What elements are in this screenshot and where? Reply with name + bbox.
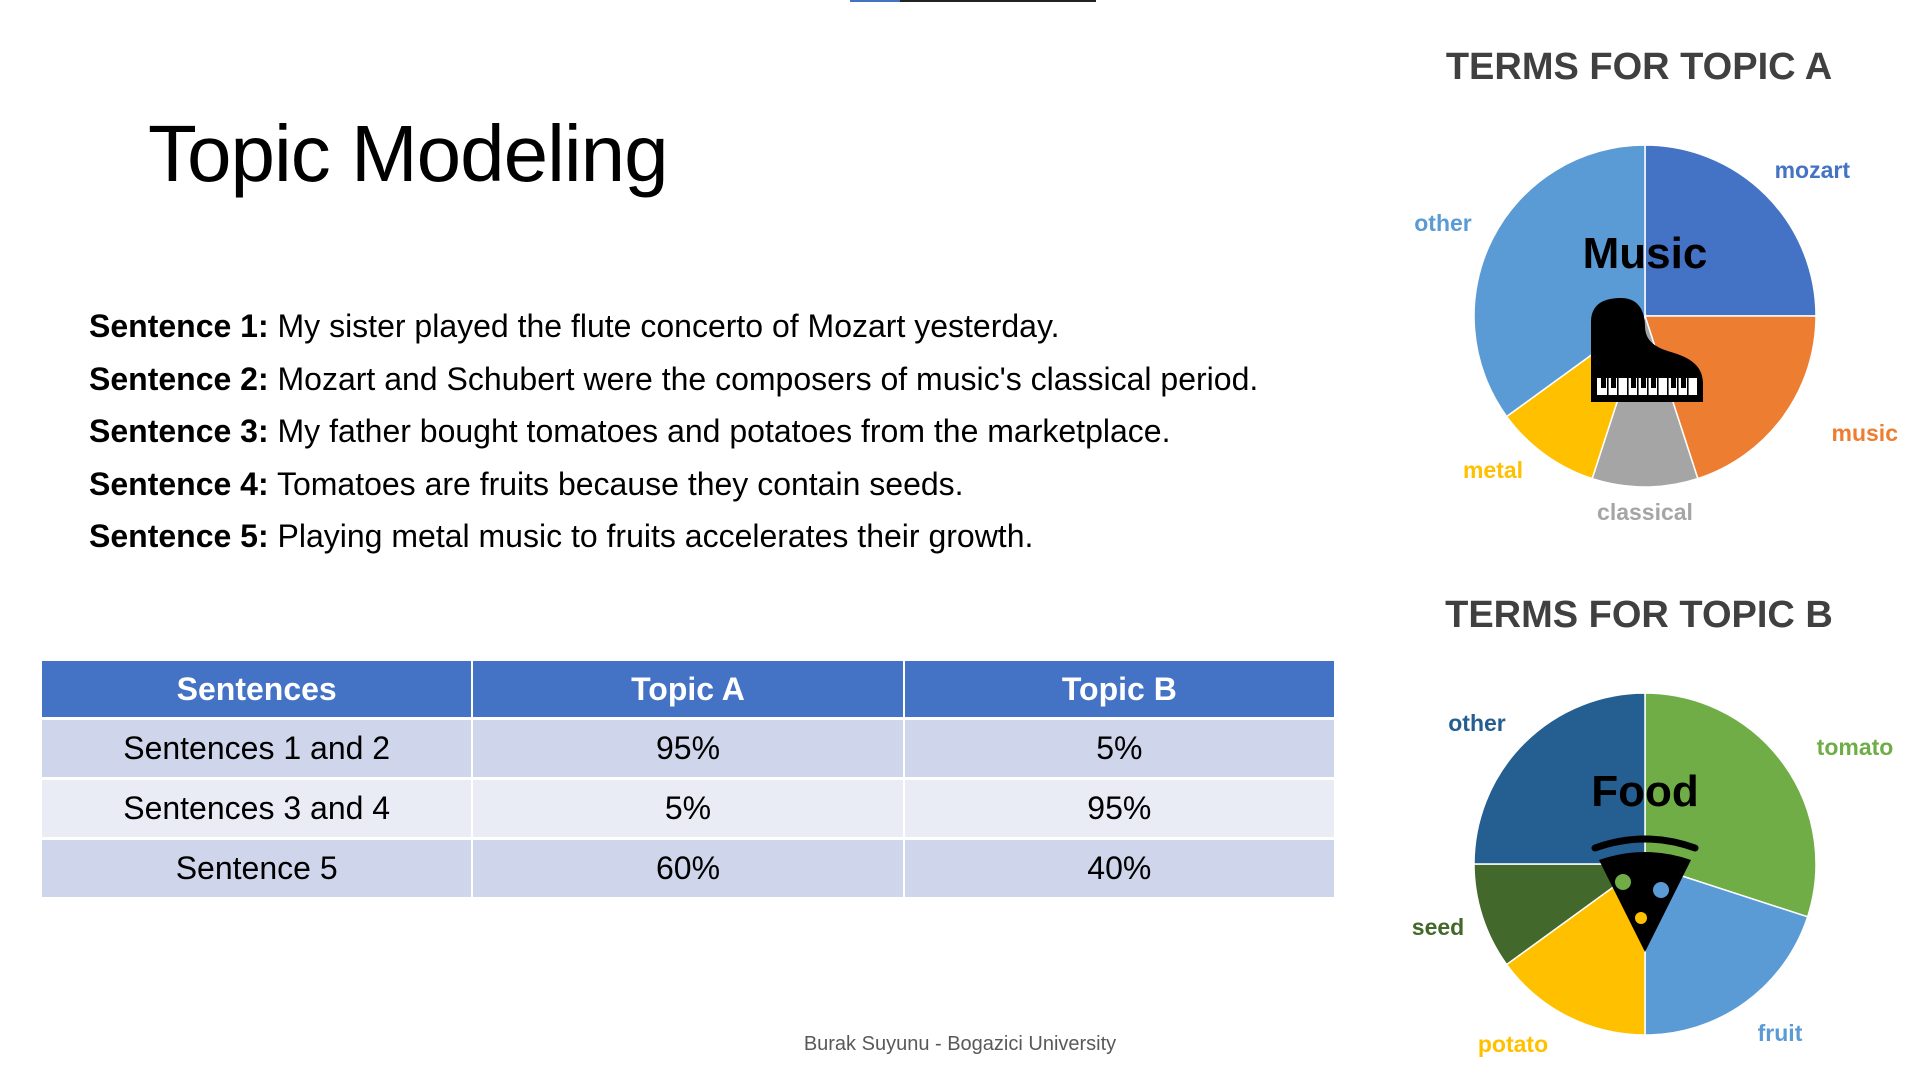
column-header: Topic B: [904, 661, 1334, 717]
sentence-text: Mozart and Schubert were the composers o…: [277, 360, 1259, 397]
sentence-text: Playing metal music to fruits accelerate…: [277, 518, 1034, 554]
piano-icon: [1591, 298, 1703, 402]
slice-label-potato: potato: [1478, 1031, 1548, 1057]
pie-slice-mozart: [1644, 144, 1817, 317]
table-cell: Sentences 1 and 2: [42, 720, 472, 777]
slice-label-metal: metal: [1463, 457, 1523, 483]
pie-slice-potato: [1505, 862, 1646, 1036]
pie-slice-fruit: [1644, 862, 1809, 1036]
table-cell: 5%: [904, 720, 1334, 777]
sentence-label: Sentence 4:: [89, 465, 269, 502]
sentence-1: Sentence 1: My sister played the flute c…: [89, 300, 1339, 353]
table-cell: Sentences 3 and 4: [42, 780, 472, 837]
table-row: Sentence 5 60% 40%: [42, 840, 1334, 897]
slice-label-tomato: tomato: [1817, 734, 1894, 760]
pie-slice-other: [1473, 144, 1646, 418]
sentence-text: My father bought tomatoes and potatoes f…: [277, 413, 1171, 449]
pie-slice-other: [1473, 692, 1646, 865]
sentence-4: Sentence 4: Tomatoes are fruits because …: [89, 458, 1339, 511]
table-cell: 95%: [473, 720, 903, 777]
table-cell: 5%: [473, 780, 903, 837]
sentence-text: Tomatoes are fruits because they contain…: [276, 465, 964, 502]
table-row: Sentences 3 and 4 5% 95%: [42, 780, 1334, 837]
slide-title: Topic Modeling: [148, 109, 669, 198]
topic-distribution-table: Sentences Topic A Topic B Sentences 1 an…: [40, 658, 1336, 900]
sentence-5: Sentence 5: Playing metal music to fruit…: [89, 510, 1339, 563]
table-header-row: Sentences Topic A Topic B: [42, 661, 1334, 717]
table-cell: Sentence 5: [42, 840, 472, 897]
pie-slice-seed: [1473, 863, 1648, 966]
table-cell: 40%: [904, 840, 1334, 897]
table-cell: 60%: [473, 840, 903, 897]
slice-label-seed: seed: [1412, 914, 1464, 940]
sentence-text: My sister played the flute concerto of M…: [277, 308, 1060, 344]
sentence-3: Sentence 3: My father bought tomatoes an…: [89, 405, 1339, 458]
slice-label-other: other: [1414, 210, 1472, 236]
column-header: Topic A: [473, 661, 903, 717]
sentence-2: Sentence 2: Mozart and Schubert were the…: [89, 353, 1339, 406]
sentence-label: Sentence 2:: [89, 360, 269, 397]
chart-title-topic-b: TERMS FOR TOPIC B: [1445, 594, 1833, 636]
top-rule: [850, 0, 1096, 2]
footer-credit: Burak Suyunu - Bogazici University: [803, 1033, 1117, 1055]
table-cell: 95%: [904, 780, 1334, 837]
slice-label-mozart: mozart: [1775, 157, 1851, 183]
column-header: Sentences: [42, 661, 472, 717]
slice-label-music: music: [1832, 420, 1899, 446]
slice-label-other: other: [1448, 710, 1506, 736]
pie-chart-topic-a: mozart music classical metal other Music: [1414, 144, 1899, 525]
table-row: Sentences 1 and 2 95% 5%: [42, 720, 1334, 777]
pie-chart-topic-b: tomato fruit potato seed other Food: [1412, 692, 1894, 1057]
pizza-slice-icon: [1591, 835, 1699, 952]
pie-center-label: Music: [1583, 229, 1708, 278]
slice-label-classical: classical: [1597, 499, 1693, 525]
sentence-label: Sentence 3:: [89, 413, 269, 449]
sentence-label: Sentence 1:: [89, 308, 269, 344]
pie-slice-music: [1643, 315, 1817, 480]
chart-title-topic-a: TERMS FOR TOPIC A: [1445, 46, 1833, 88]
slice-label-fruit: fruit: [1758, 1020, 1803, 1046]
pie-center-label: Food: [1591, 767, 1699, 816]
sentence-list: Sentence 1: My sister played the flute c…: [89, 300, 1339, 563]
top-rule-accent: [850, 0, 900, 2]
sentence-label: Sentence 5:: [89, 518, 269, 554]
